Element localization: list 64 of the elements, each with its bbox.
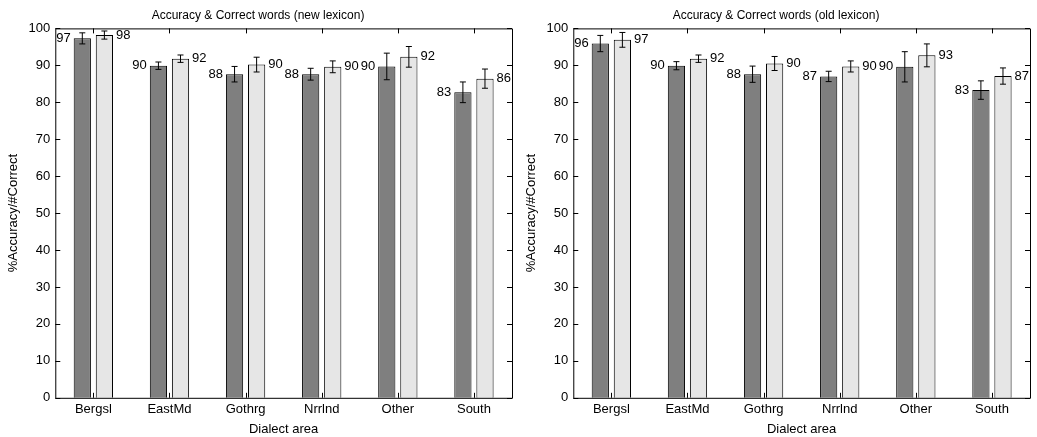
chart-title: Accuracy & Correct words (new lexicon) [151,7,365,22]
y-tick-label: 90 [35,56,51,72]
x-tick-label: South [456,401,491,417]
x-axis-title: Dialect area [766,420,838,436]
x-axis-title: Dialect area [248,420,320,436]
data-label: 90 [786,55,801,71]
data-label: 88 [284,65,300,81]
y-tick-label: 100 [546,19,569,35]
y-tick-label: 50 [35,204,51,220]
x-tick-label: Gothrg [225,401,266,417]
data-label: 97 [634,31,649,47]
data-label: 87 [1014,67,1030,83]
y-tick-label: 100 [28,19,51,35]
y-tick-label: 60 [35,167,51,183]
chart-title: Accuracy & Correct words (old lexicon) [672,7,880,22]
x-tick-label: Other [381,401,415,417]
x-tick-label: Bergsl [74,401,112,417]
x-tick-label: Other [899,401,933,417]
data-label: 90 [878,58,894,74]
y-tick-label: 60 [553,167,569,183]
data-label: 87 [802,68,818,83]
data-label: 83 [954,81,970,97]
data-label: 90 [268,56,283,72]
data-label: 83 [436,83,452,99]
data-label: 98 [116,26,131,42]
y-tick-label: 0 [561,389,569,405]
data-label: 97 [56,29,71,45]
x-tick-label: South [974,401,1009,417]
y-tick-label: 40 [35,241,51,257]
data-label: 90 [862,58,877,74]
y-tick-label: 70 [553,130,569,146]
data-label: 92 [420,48,435,64]
y-axis-title: %Accuracy/#Correct [5,153,21,273]
y-tick-label: 20 [35,315,51,331]
data-label: 88 [208,65,223,81]
data-label: 96 [574,35,589,51]
data-label: 92 [192,50,207,66]
data-label: 90 [344,58,359,74]
data-label: 88 [726,65,741,81]
y-tick-label: 30 [35,278,51,294]
x-tick-label: Bergsl [592,401,630,417]
x-tick-label: Gothrg [743,401,784,417]
y-tick-label: 80 [553,93,569,109]
y-tick-label: 10 [35,352,51,368]
y-tick-label: 50 [553,204,569,220]
y-tick-label: 70 [35,130,51,146]
data-label: 92 [710,50,725,66]
x-tick-label: Nrrlnd [822,401,858,417]
y-tick-label: 80 [35,93,51,109]
y-tick-label: 0 [43,389,51,405]
data-label: 90 [132,57,147,73]
y-axis-title: %Accuracy/#Correct [523,153,539,273]
data-label: 90 [360,58,376,74]
y-tick-label: 20 [553,315,569,331]
y-tick-label: 90 [553,56,569,72]
y-tick-label: 30 [553,278,569,294]
data-label: 93 [938,46,953,62]
x-tick-label: Nrrlnd [304,401,340,417]
x-tick-label: EastMd [665,401,710,417]
data-label: 90 [650,57,665,73]
data-label: 86 [496,70,512,86]
y-tick-label: 10 [553,352,569,368]
x-tick-label: EastMd [147,401,192,417]
y-tick-label: 40 [553,241,569,257]
